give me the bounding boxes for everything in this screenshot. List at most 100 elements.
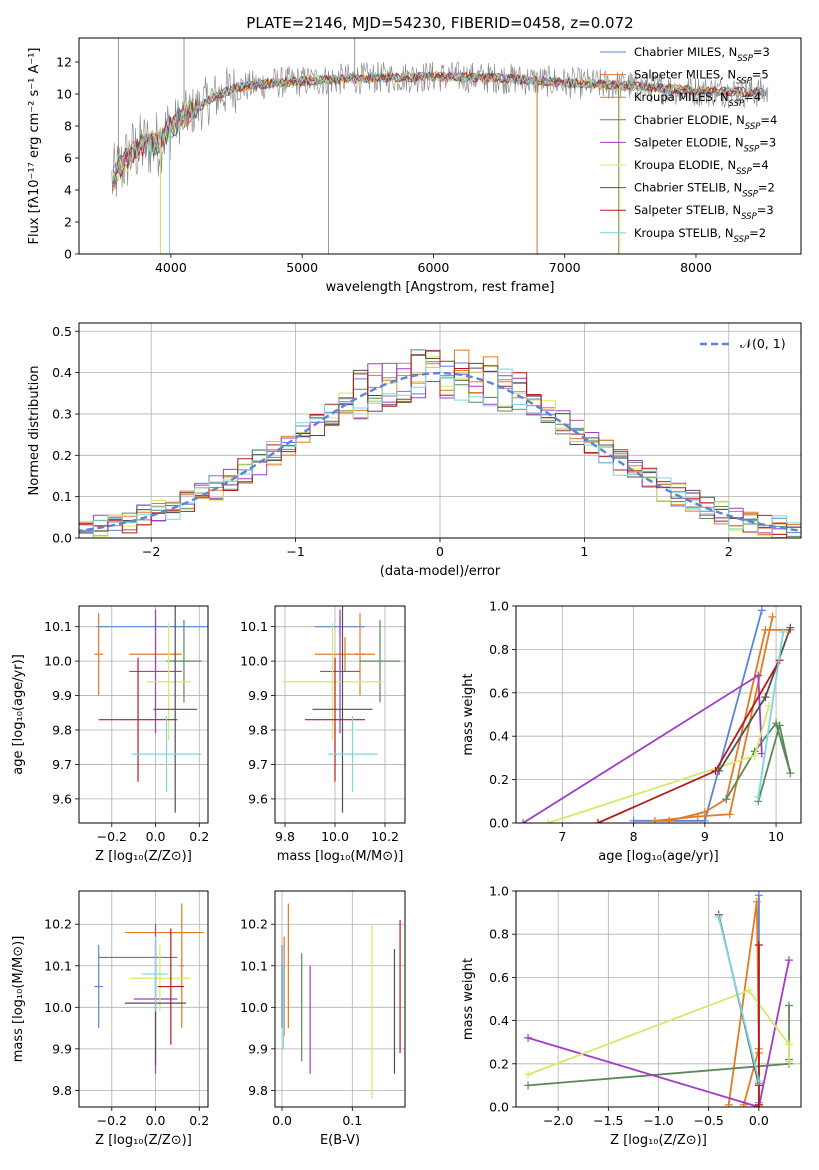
histogram-lines	[79, 349, 801, 538]
x-axis-label: E(B-V)	[320, 1133, 360, 1148]
x-tick-label: 7	[558, 829, 566, 844]
y-tick-label: 10.1	[240, 958, 268, 973]
y-tick-label: 9.8	[52, 723, 72, 738]
model-spectrum-line	[112, 70, 765, 181]
y-tick-label: 9.9	[248, 1041, 268, 1056]
legend-label: Kroupa MILES, NSSP=4	[634, 90, 761, 109]
axes-frame	[78, 890, 209, 1108]
data-spectrum-line	[111, 61, 769, 198]
legend-label: Chabrier ELODIE, NSSP=4	[634, 113, 777, 132]
y-tick-label: 0	[64, 247, 72, 262]
axes-frame	[78, 37, 802, 255]
errorbars	[281, 903, 401, 1099]
axes-frame	[78, 605, 209, 824]
weight-point-marker	[761, 693, 770, 702]
legend-label: Chabrier STELIB, NSSP=2	[634, 181, 775, 200]
y-axis-label: mass weight	[461, 958, 476, 1040]
x-tick-label: 0.1	[342, 1113, 362, 1128]
y-tick-label: 9.7	[248, 757, 268, 772]
x-tick-label: −1.5	[593, 1113, 623, 1128]
x-axis-label: age [log₁₀(age/yr)]	[598, 849, 719, 864]
weight-point-marker	[700, 808, 709, 817]
weight-point-marker	[711, 766, 720, 775]
x-tick-label: 1	[580, 544, 588, 559]
y-tick-label: 0.2	[489, 1056, 509, 1071]
weight-point-marker	[524, 1070, 533, 1079]
axes-frame	[515, 890, 802, 1108]
weight-point-marker	[744, 986, 753, 995]
panel-mass-vs-ebv: 0.0 0.1 9.8 9.9 10.0 10.1 10.2 E(B-V)	[240, 890, 406, 1148]
x-tick-label: −0.2	[97, 829, 127, 844]
weight-point-marker	[775, 721, 784, 730]
weight-series-line	[527, 989, 790, 1076]
weight-point-marker	[754, 671, 763, 680]
axes-frame	[515, 605, 802, 824]
weight-point-marker	[754, 941, 763, 949]
x-tick-label: 5000	[286, 260, 318, 275]
x-tick-label: −0.5	[693, 1113, 723, 1128]
x-axis-label: Z [log₁₀(Z/Z⊙)]	[610, 1133, 707, 1148]
errorbars	[94, 606, 208, 813]
y-tick-label: 8	[64, 119, 72, 134]
x-tick-label: −1.0	[643, 1113, 673, 1128]
y-tick-label: 10.0	[44, 654, 72, 669]
x-tick-label: 2	[725, 544, 733, 559]
x-tick-label: 0.0	[272, 1113, 292, 1128]
x-axis-label: wavelength [Angstrom, rest frame]	[326, 280, 555, 295]
y-tick-label: 9.7	[52, 757, 72, 772]
y-tick-label: 10.1	[44, 958, 72, 973]
panel-residuals: −2 −1 0 1 2 0.0 0.1 0.2 0.3 0.4 0.5 (data-model)/er…	[27, 322, 802, 579]
y-tick-label: 9.8	[248, 723, 268, 738]
weight-point-marker	[784, 1057, 793, 1066]
y-axis-label: age [log₁₀(age/yr)]	[11, 654, 26, 775]
panel-spectrum: 4000 5000 6000 7000 8000 0 2 4 6 8 10 12 wavelength …	[27, 37, 802, 295]
weight-point-marker	[786, 623, 795, 632]
weight-point-marker	[757, 606, 766, 615]
weight-point-marker	[519, 819, 528, 823]
y-tick-label: 0.5	[52, 324, 72, 339]
legend-label: Salpeter MILES, NSSP=5	[634, 68, 769, 87]
panel-mass-vs-Z: −0.2 0.0 0.2 9.8 9.9 10.0 10.1 10.2 Z [log₁₀(Z/Z…	[11, 890, 209, 1148]
weight-point-marker	[725, 810, 734, 819]
y-tick-label: 4	[64, 183, 72, 198]
legend-label: Kroupa ELODIE, NSSP=4	[634, 158, 769, 177]
y-tick-label: 9.6	[248, 791, 268, 806]
y-tick-label: 10.1	[44, 619, 72, 634]
x-tick-label: −1	[286, 544, 304, 559]
spectrum-lines	[111, 38, 769, 254]
x-tick-label: 9.8	[275, 829, 295, 844]
x-axis-label: Z [log₁₀(Z/Z⊙)]	[95, 1133, 192, 1148]
x-tick-label: −2	[142, 544, 160, 559]
x-tick-label: 0.0	[146, 829, 166, 844]
weight-point-marker	[593, 819, 602, 823]
panel-weight-vs-age: 7 8 9 10 0.0 0.2 0.4 0.6 0.8 1.0 age [log₁₀(age/yr…	[461, 599, 802, 864]
weight-point-marker	[724, 1100, 733, 1107]
weight-point-marker	[784, 1001, 793, 1010]
y-tick-label: 0.2	[52, 448, 72, 463]
y-tick-label: 1.0	[489, 884, 509, 899]
legend-label: Salpeter STELIB, NSSP=3	[634, 203, 774, 222]
y-tick-label: 0.2	[489, 772, 509, 787]
y-tick-label: 12	[56, 55, 72, 70]
panel-age-vs-Z: −0.2 0.0 0.2 9.6 9.7 9.8 9.9 10.0 10.1 Z [log₁₀(Z…	[11, 605, 209, 864]
y-tick-label: 0.4	[489, 1013, 509, 1028]
weight-point-marker	[665, 816, 674, 823]
y-tick-label: 9.6	[52, 791, 72, 806]
y-tick-label: 1.0	[489, 599, 509, 614]
y-tick-label: 0.4	[489, 729, 509, 744]
weight-point-marker	[524, 1081, 533, 1090]
y-tick-label: 10	[56, 87, 72, 102]
x-tick-label: 4000	[155, 260, 187, 275]
y-tick-label: 0.0	[52, 531, 72, 546]
y-tick-label: 0.3	[52, 406, 72, 421]
y-axis-label: Normed distribution	[27, 366, 42, 496]
y-tick-label: 0.4	[52, 365, 72, 380]
x-tick-label: −0.2	[97, 1113, 127, 1128]
y-tick-label: 0.0	[489, 1100, 509, 1115]
y-axis-label: Flux [fλ10⁻¹⁷ erg cm⁻² s⁻¹ A⁻¹]	[27, 48, 42, 245]
model-spectrum-line	[112, 71, 765, 178]
y-tick-label: 0.1	[52, 489, 72, 504]
x-tick-label: 9	[701, 829, 709, 844]
weight-series-line	[757, 631, 785, 798]
weight-series-line	[527, 959, 790, 1107]
